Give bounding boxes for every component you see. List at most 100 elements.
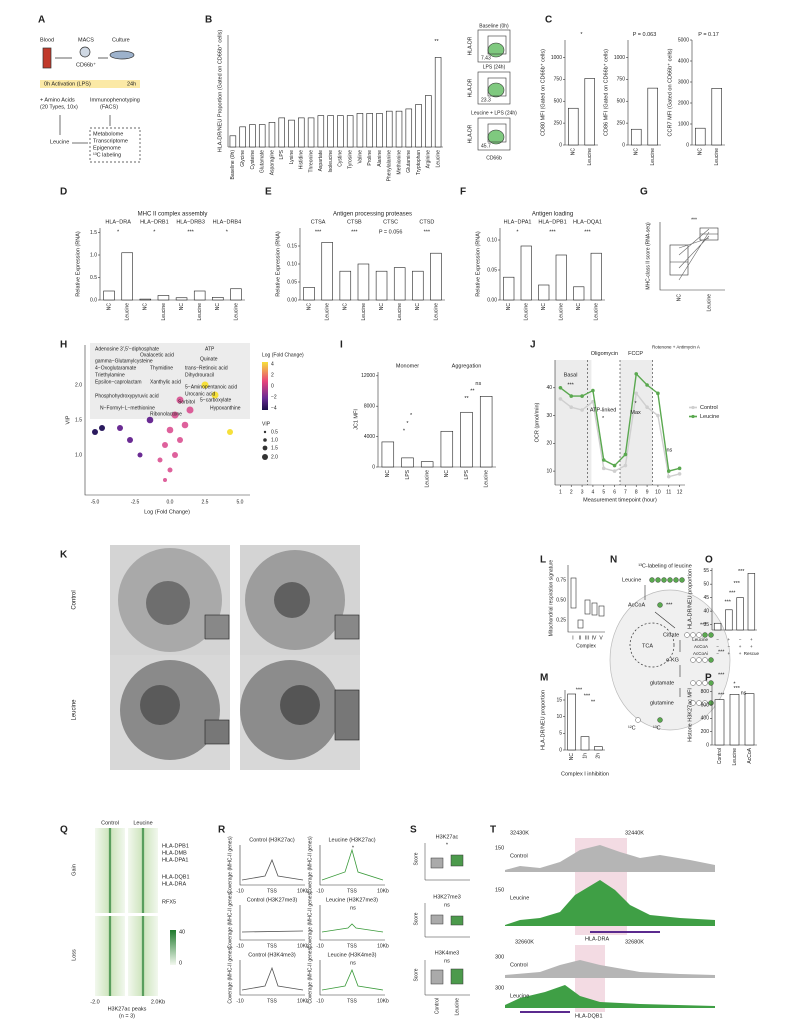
panel-label: L [540,555,546,566]
legend-label: Leucine [700,414,719,420]
condition-label: Rescue [744,651,760,656]
bar [434,57,442,148]
track-title: Leucine (H3K27ac) [328,837,375,843]
panel-label: K [60,550,68,561]
label: 0 [271,383,274,389]
y-axis-label: Score [413,852,419,865]
bar [573,286,585,301]
x-tick-label: Leucine [197,303,203,321]
x-tick-label: NC [415,303,421,311]
x-tick-label: Threonine [308,150,314,173]
y-tick-label: 0.05 [487,267,497,273]
bar [376,113,383,148]
panel-n-art [609,577,731,731]
label: Log (Fold Change) [144,509,190,515]
y-tick-label: 0.5 [90,275,97,281]
annotation: ns [475,381,481,387]
x-tick-label: Glycine [240,150,246,167]
x-tick-label: Leucine [233,303,239,321]
x-tick-label: 1h [582,753,588,759]
label: LPS (24h) [483,64,506,70]
label: α-KG [666,657,679,663]
panel-l-art [567,565,605,633]
y-tick-label: 55 [703,568,709,574]
x-tick-label: 1 [559,489,562,495]
metabolite-label: Quinate [200,356,218,362]
x-tick-label: Asparagine [269,150,275,176]
label: 1.0 [271,437,278,443]
annotation: ** [464,396,469,402]
annotation: *** [576,687,583,693]
condition-label: + [728,637,731,642]
y-tick-label: 0.05 [287,279,297,285]
annotation: * [410,413,413,419]
x-tick-label: TSS [267,943,277,949]
bar [229,135,237,148]
y-axis-label: CCR7 MFI (Gated on CD66b⁺ cells) [666,48,673,136]
panel-label: A [38,15,45,26]
bar [430,252,442,301]
label: MHC-class II score (RNA-seq) [645,222,651,290]
label: *** [700,622,707,628]
label: Log (Fold Change) [262,352,304,358]
y-tick-label: 30 [546,413,552,419]
metabolite-label: Ribonolactone [150,411,182,417]
y-tick-label: 1.5 [90,230,97,236]
metabolite-label: Triethylamine [95,372,125,378]
x-tick-label: NC [379,303,385,311]
x-tick-label: Arginine [426,150,432,169]
label: 150 [495,845,504,851]
bar [725,609,733,631]
box-title: H3K27me3 [433,894,461,900]
x-tick-label: Leucine [732,748,738,766]
x-tick-label: -10 [316,998,323,1004]
bar [103,290,115,301]
x-tick-label: 10Kb [297,888,309,894]
label: RFX5 [162,899,176,905]
annotation: *** [351,229,358,235]
y-tick-label: 0 [559,747,562,753]
label: Leucine [622,577,641,583]
x-tick-label: Proline [367,150,373,166]
legend-marker [691,414,695,419]
y-axis-label: Coverage (MHC-II genes) [307,891,313,949]
track-title: Leucine (H3K27me3) [326,897,378,903]
series-point [666,469,671,473]
label: 150 [495,887,504,893]
metabolite-label: Hypoxanthine [210,405,241,411]
panel-label: J [530,340,536,351]
x-tick-label: LPS [405,469,411,479]
bar [412,270,424,301]
y-axis-label: CD80 MFI (Gated on CD66b⁺ cells) [539,49,546,136]
panel-label: D [60,187,67,198]
label: (n = 3) [119,1013,135,1019]
x-tick-label: 8 [635,489,638,495]
series-point [623,463,628,468]
bar [425,95,432,148]
x-tick-label: NC [576,303,582,311]
panel-label: B [205,15,212,26]
label: Control [510,962,528,968]
label: III [585,635,589,641]
y-axis-label: Score [413,968,419,981]
bar [538,284,550,301]
condition-label: AcCoAi [693,651,708,656]
track-title: Control (H3K27ac) [249,837,295,843]
label: −4 [271,405,277,411]
x-tick-label: LPS [464,469,470,479]
x-tick-label: Histidine [299,150,305,169]
y-axis-label: Coverage (MHC-II genes) [227,836,233,894]
label: glutamate [650,680,674,686]
chart-title: Antigen loading [532,212,573,218]
x-tick-label: Leucine [435,150,441,168]
metabolite-label: Xanthylic acid [150,379,181,385]
metabolite-label: Dihydrouracil [185,372,214,378]
bar [594,746,603,751]
metabolite-label: Urocanic acid [185,391,216,397]
label: VIP [262,421,271,427]
y-tick-label: 1000 [678,121,689,127]
x-tick-label: TSS [347,943,357,949]
annotation: P = 0.17 [698,32,719,38]
annotation: *** [584,693,591,699]
x-tick-label: 2 [570,489,573,495]
